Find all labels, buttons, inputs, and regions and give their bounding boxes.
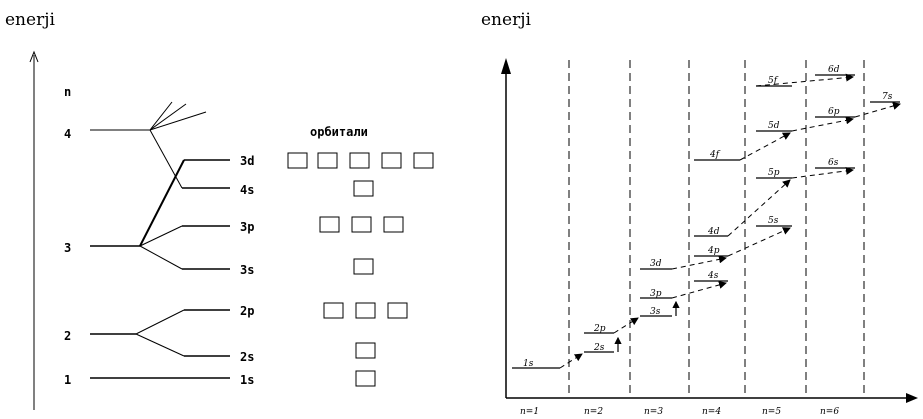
orbital-box-3p-1 [319, 216, 340, 233]
subshell-label-4s: 4s [240, 183, 254, 197]
level-label-3s: 3s [650, 307, 661, 317]
level-label-2s: 2s [593, 343, 605, 353]
energy-axis-label-left: enerji [5, 10, 55, 30]
orbital-box-2s [355, 342, 376, 359]
level-label-6s: 6s [828, 158, 839, 168]
orbital-box-3p-2 [351, 216, 372, 233]
column-label-n3: n=3 [644, 407, 663, 417]
orbital-box-3d-2 [317, 152, 338, 169]
orbital-boxes [287, 152, 434, 387]
shell-label-3: 3 [64, 241, 71, 255]
level-label-5p: 5p [768, 168, 780, 178]
column-label-n6: n=6 [820, 407, 839, 417]
orbital-box-2p-2 [355, 302, 376, 319]
level-label-4d: 4d [707, 227, 720, 237]
level-label-7s: 7s [882, 92, 893, 102]
orbital-box-2p-3 [387, 302, 408, 319]
level-label-4p: 4p [707, 246, 720, 256]
subshell-label-2s: 2s [240, 350, 254, 364]
orbital-box-3d-1 [287, 152, 308, 169]
orbital-box-3p-3 [383, 216, 404, 233]
level-label-2p: 2p [593, 324, 606, 334]
orbitals-label: орбитали [310, 125, 368, 139]
column-label-n1: n=1 [520, 407, 539, 417]
column-label-n2: n=2 [584, 407, 603, 417]
right-y-arrowhead [501, 58, 511, 74]
subshell-label-3d: 3d [240, 154, 254, 168]
right-x-arrowhead [906, 393, 918, 403]
orbital-box-3s [353, 258, 374, 275]
orbital-box-1s [355, 370, 376, 387]
shell-label-2: 2 [64, 329, 71, 343]
energy-axis-label-right: enerji [481, 10, 531, 30]
filling-order-arrows [559, 73, 901, 369]
orbital-box-3d-3 [349, 152, 370, 169]
subshell-label-1s: 1s [240, 373, 254, 387]
level-label-6d: 6d [828, 65, 840, 75]
column-dividers [568, 60, 865, 398]
orbital-box-2p-1 [323, 302, 344, 319]
column-label-n4: n=4 [702, 407, 721, 417]
level-label-4f: 4f [709, 150, 721, 160]
level-label-4s: 4s [707, 271, 719, 281]
right-energy-diagram: 1s 2s 2p 3s 3p 3d 4s 4p 4d 4f 5s 5p 5d 5… [501, 58, 918, 417]
orbital-box-3d-4 [381, 152, 402, 169]
level-label-1s: 1s [523, 359, 534, 369]
left-axis-arrowhead [29, 50, 39, 63]
level-label-5d: 5d [768, 121, 780, 131]
subshell-label-2p: 2p [240, 304, 254, 318]
level-label-5s: 5s [768, 216, 779, 226]
column-label-n5: n=5 [762, 407, 781, 417]
level-label-6p: 6p [828, 107, 840, 117]
orbital-box-3d-5 [413, 152, 434, 169]
orbital-box-4s [353, 180, 374, 197]
level-label-3d: 3d [650, 259, 662, 269]
left-energy-diagram: n 4 3 2 1 3d 4s 3p 3s 2p 2s 1s [29, 50, 434, 410]
n-label: n [64, 85, 71, 99]
shell-label-1: 1 [64, 373, 71, 387]
subshell-label-3s: 3s [240, 263, 254, 277]
subshell-label-3p: 3p [240, 220, 254, 234]
shell-label-4: 4 [64, 127, 71, 141]
level-label-5f: 5f [768, 76, 779, 86]
level-label-3p: 3p [650, 289, 662, 299]
